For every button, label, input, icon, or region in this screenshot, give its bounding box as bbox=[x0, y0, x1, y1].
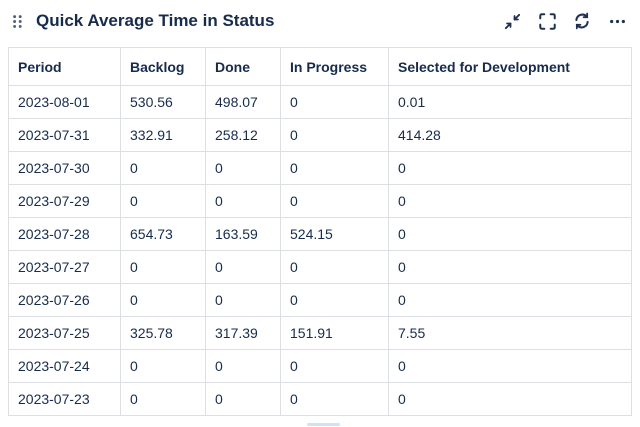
cell-in-progress: 0 bbox=[280, 283, 389, 317]
table-row: 2023-07-29 0 0 0 0 bbox=[8, 184, 632, 218]
cell-in-progress: 0 bbox=[280, 118, 389, 152]
table-row: 2023-07-23 0 0 0 0 bbox=[8, 382, 632, 416]
cell-done: 0 bbox=[205, 349, 281, 383]
cell-period: 2023-07-27 bbox=[8, 250, 121, 284]
table-row: 2023-07-28 654.73 163.59 524.15 0 bbox=[8, 217, 632, 251]
table-header-row: Period Backlog Done In Progress Selected… bbox=[8, 47, 632, 86]
gadget-header: Quick Average Time in Status bbox=[0, 0, 640, 36]
cell-period: 2023-07-25 bbox=[8, 316, 121, 350]
column-header-selected-for-development: Selected for Development bbox=[388, 47, 632, 86]
cell-period: 2023-07-29 bbox=[8, 184, 121, 218]
table-row: 2023-07-26 0 0 0 0 bbox=[8, 283, 632, 317]
cell-selected-for-development: 0 bbox=[388, 283, 632, 317]
cell-selected-for-development: 0 bbox=[388, 382, 632, 416]
cell-in-progress: 0 bbox=[280, 184, 389, 218]
cell-selected-for-development: 7.55 bbox=[388, 316, 632, 350]
cell-selected-for-development: 0 bbox=[388, 349, 632, 383]
column-header-done: Done bbox=[205, 47, 281, 86]
cell-period: 2023-07-24 bbox=[8, 349, 121, 383]
cell-backlog: 654.73 bbox=[120, 217, 206, 251]
cell-selected-for-development: 0.01 bbox=[388, 85, 632, 119]
cell-period: 2023-07-28 bbox=[8, 217, 121, 251]
cell-backlog: 530.56 bbox=[120, 85, 206, 119]
cell-backlog: 0 bbox=[120, 184, 206, 218]
column-header-backlog: Backlog bbox=[120, 47, 206, 86]
table-row: 2023-07-30 0 0 0 0 bbox=[8, 151, 632, 185]
cell-backlog: 0 bbox=[120, 382, 206, 416]
cell-in-progress: 0 bbox=[280, 382, 389, 416]
table-header: Period Backlog Done In Progress Selected… bbox=[8, 47, 632, 86]
column-header-period: Period bbox=[8, 47, 121, 86]
cell-done: 317.39 bbox=[205, 316, 281, 350]
cell-backlog: 0 bbox=[120, 283, 206, 317]
more-button[interactable] bbox=[608, 12, 626, 30]
cell-selected-for-development: 0 bbox=[388, 151, 632, 185]
table-row: 2023-07-31 332.91 258.12 0 414.28 bbox=[8, 118, 632, 152]
cell-selected-for-development: 0 bbox=[388, 217, 632, 251]
cell-done: 163.59 bbox=[205, 217, 281, 251]
cell-in-progress: 0 bbox=[280, 250, 389, 284]
cell-done: 0 bbox=[205, 151, 281, 185]
table-row: 2023-07-25 325.78 317.39 151.91 7.55 bbox=[8, 316, 632, 350]
cell-in-progress: 0 bbox=[280, 349, 389, 383]
cell-backlog: 325.78 bbox=[120, 316, 206, 350]
column-header-in-progress: In Progress bbox=[280, 47, 389, 86]
average-time-in-status-table: Period Backlog Done In Progress Selected… bbox=[8, 47, 632, 416]
refresh-button[interactable] bbox=[573, 12, 591, 30]
fullscreen-button[interactable] bbox=[538, 12, 556, 30]
cell-selected-for-development: 0 bbox=[388, 184, 632, 218]
table-row: 2023-08-01 530.56 498.07 0 0.01 bbox=[8, 85, 632, 119]
cell-period: 2023-08-01 bbox=[8, 85, 121, 119]
cell-in-progress: 0 bbox=[280, 151, 389, 185]
more-icon bbox=[609, 13, 626, 30]
table-body: 2023-08-01 530.56 498.07 0 0.01 2023-07-… bbox=[8, 85, 632, 416]
cell-backlog: 0 bbox=[120, 250, 206, 284]
horizontal-scrollbar-thumb[interactable] bbox=[307, 423, 340, 426]
cell-backlog: 0 bbox=[120, 151, 206, 185]
cell-done: 258.12 bbox=[205, 118, 281, 152]
cell-done: 0 bbox=[205, 382, 281, 416]
refresh-icon bbox=[573, 12, 591, 30]
cell-in-progress: 524.15 bbox=[280, 217, 389, 251]
fullscreen-icon bbox=[538, 12, 556, 30]
gadget-toolbar bbox=[503, 12, 626, 30]
cell-selected-for-development: 0 bbox=[388, 250, 632, 284]
cell-done: 0 bbox=[205, 184, 281, 218]
cell-selected-for-development: 414.28 bbox=[388, 118, 632, 152]
cell-period: 2023-07-23 bbox=[8, 382, 121, 416]
cell-period: 2023-07-26 bbox=[8, 283, 121, 317]
gadget-title: Quick Average Time in Status bbox=[36, 11, 275, 30]
cell-in-progress: 151.91 bbox=[280, 316, 389, 350]
cell-done: 498.07 bbox=[205, 85, 281, 119]
cell-backlog: 0 bbox=[120, 349, 206, 383]
cell-done: 0 bbox=[205, 250, 281, 284]
cell-period: 2023-07-30 bbox=[8, 151, 121, 185]
collapse-icon bbox=[504, 13, 521, 30]
collapse-button[interactable] bbox=[503, 12, 521, 30]
drag-handle-icon[interactable] bbox=[12, 14, 24, 29]
cell-done: 0 bbox=[205, 283, 281, 317]
cell-in-progress: 0 bbox=[280, 85, 389, 119]
table-row: 2023-07-27 0 0 0 0 bbox=[8, 250, 632, 284]
table-row: 2023-07-24 0 0 0 0 bbox=[8, 349, 632, 383]
cell-period: 2023-07-31 bbox=[8, 118, 121, 152]
cell-backlog: 332.91 bbox=[120, 118, 206, 152]
